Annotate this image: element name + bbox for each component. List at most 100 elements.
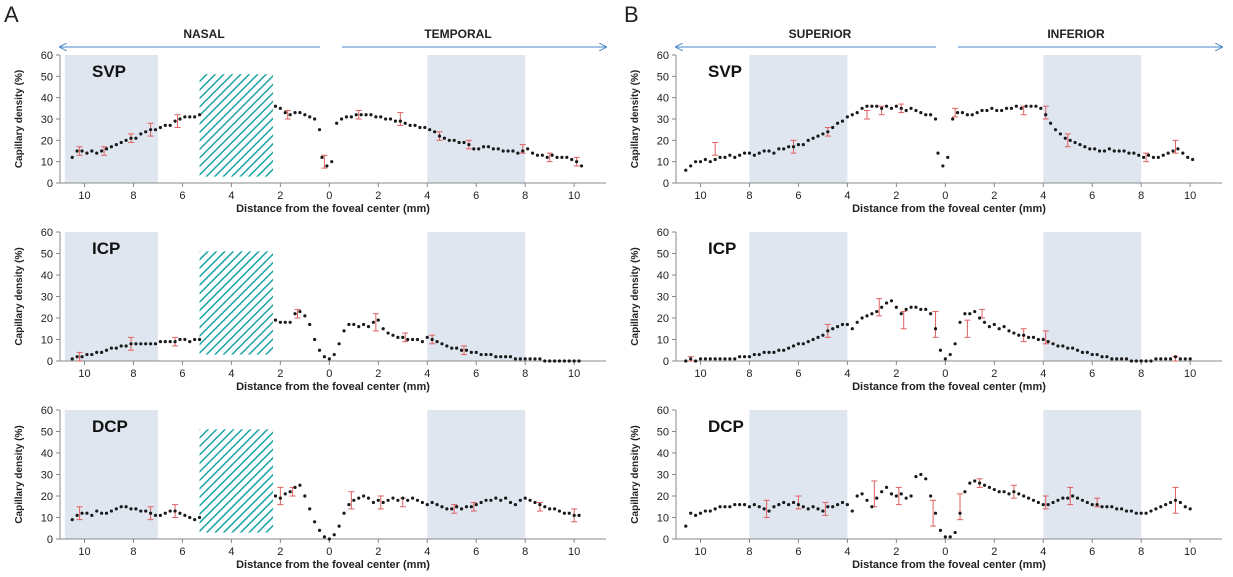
data-point xyxy=(410,496,415,500)
data-point xyxy=(129,342,133,346)
data-point xyxy=(396,335,400,339)
data-point xyxy=(860,492,864,496)
x-axis-label: Distance from the foveal center (mm) xyxy=(852,559,1046,571)
x-tick-label: 10 xyxy=(1184,190,1196,202)
data-point xyxy=(168,123,172,127)
data-point xyxy=(835,503,840,507)
data-point xyxy=(1188,507,1192,511)
data-point xyxy=(557,509,562,513)
data-point xyxy=(391,333,395,337)
data-point xyxy=(173,509,177,513)
error-bar xyxy=(822,501,829,516)
data-point xyxy=(919,307,923,311)
data-point xyxy=(1063,136,1067,140)
data-point xyxy=(293,312,297,316)
data-point xyxy=(1036,337,1040,342)
data-point xyxy=(889,106,894,110)
data-point xyxy=(423,125,427,130)
data-point xyxy=(486,145,491,149)
data-point xyxy=(521,149,525,153)
data-point xyxy=(501,149,505,153)
data-point xyxy=(511,149,515,153)
data-point xyxy=(278,106,282,110)
data-point xyxy=(1178,357,1182,361)
data-point xyxy=(457,140,461,145)
data-point xyxy=(970,113,974,117)
x-tick-label: 2 xyxy=(375,190,381,202)
data-point xyxy=(420,340,424,344)
error-bar xyxy=(876,298,883,317)
data-point xyxy=(1168,500,1173,505)
data-point xyxy=(978,481,982,485)
data-point xyxy=(406,337,410,342)
data-point xyxy=(816,335,820,339)
data-point xyxy=(1029,104,1033,108)
x-axis-label: Distance from the foveal center (mm) xyxy=(236,381,430,393)
data-point xyxy=(855,111,859,115)
data-point xyxy=(865,314,869,318)
data-point xyxy=(943,357,947,361)
y-tick-label: 40 xyxy=(657,93,669,105)
data-point xyxy=(1105,505,1109,509)
data-point xyxy=(357,496,361,500)
data-point xyxy=(1120,507,1124,511)
y-tick-label: 10 xyxy=(657,335,669,347)
data-point xyxy=(772,151,776,155)
x-tick-label: 10 xyxy=(568,190,580,202)
data-point xyxy=(538,357,542,361)
data-point xyxy=(826,130,830,134)
data-point xyxy=(75,513,79,517)
y-tick-label: 20 xyxy=(41,491,53,503)
data-point xyxy=(469,505,473,509)
data-point xyxy=(572,359,576,363)
data-point xyxy=(708,509,712,513)
data-point xyxy=(499,498,503,502)
data-point xyxy=(327,537,331,541)
data-point xyxy=(693,359,698,363)
data-point xyxy=(100,350,104,354)
error-bar xyxy=(397,112,404,126)
data-point xyxy=(347,322,351,327)
data-point xyxy=(342,511,346,515)
data-point xyxy=(1144,511,1148,515)
error-bar xyxy=(895,486,902,506)
data-point xyxy=(904,496,908,500)
y-axis-label: Capillary density (%) xyxy=(630,247,641,345)
data-point xyxy=(953,342,957,346)
data-point xyxy=(1031,335,1036,339)
data-point xyxy=(293,111,297,115)
data-point xyxy=(1173,355,1178,359)
data-point xyxy=(80,511,84,515)
data-point xyxy=(791,344,796,348)
data-point xyxy=(713,507,717,511)
data-point xyxy=(528,357,532,361)
x-tick-label: 4 xyxy=(844,190,850,202)
y-tick-label: 40 xyxy=(41,448,53,460)
data-point xyxy=(308,115,312,119)
region-label-inferior: INFERIOR xyxy=(1047,27,1105,41)
data-point xyxy=(430,337,434,342)
data-point xyxy=(1110,357,1114,361)
data-point xyxy=(811,505,815,509)
data-point xyxy=(464,348,469,352)
data-point xyxy=(403,121,407,125)
data-point xyxy=(565,155,569,159)
data-point xyxy=(188,515,192,520)
data-point xyxy=(880,106,884,110)
x-tick-label: 10 xyxy=(694,546,706,558)
data-point xyxy=(1156,155,1160,159)
data-point xyxy=(880,305,884,309)
data-point xyxy=(723,357,727,361)
data-point xyxy=(914,108,918,113)
data-point xyxy=(455,346,459,350)
data-point xyxy=(738,153,742,157)
error-bar xyxy=(76,506,83,521)
data-point xyxy=(410,337,415,342)
data-point xyxy=(298,309,302,314)
data-point xyxy=(1031,498,1036,502)
data-point xyxy=(158,340,162,344)
data-point xyxy=(435,340,439,344)
data-point xyxy=(452,138,456,142)
data-point xyxy=(684,524,688,528)
error-bar xyxy=(930,499,937,527)
